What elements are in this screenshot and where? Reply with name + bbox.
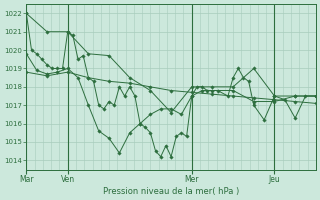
X-axis label: Pression niveau de la mer( hPa ): Pression niveau de la mer( hPa ) — [103, 187, 239, 196]
